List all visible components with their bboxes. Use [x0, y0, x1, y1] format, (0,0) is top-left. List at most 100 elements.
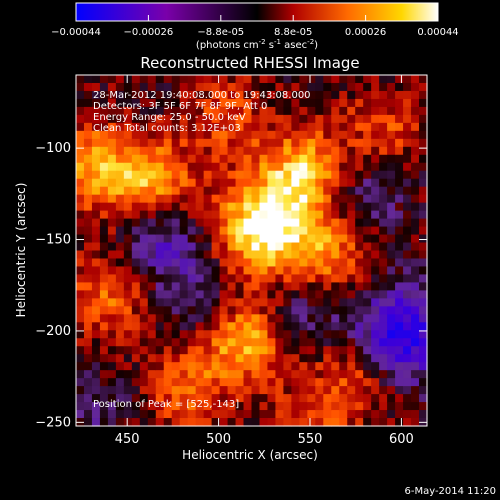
heatmap-cell — [259, 418, 269, 427]
heatmap-cell — [219, 354, 229, 363]
heatmap-cell — [251, 178, 261, 188]
heatmap-cell — [91, 218, 101, 228]
heatmap-cell — [211, 290, 221, 299]
heatmap-cell — [219, 162, 229, 172]
heatmap-cell — [251, 210, 261, 220]
heatmap-cell — [379, 378, 388, 387]
heatmap-cell — [147, 410, 157, 419]
heatmap-cell — [419, 170, 428, 180]
heatmap-cell — [163, 218, 173, 228]
heatmap-cell — [147, 218, 157, 228]
heatmap-cell — [107, 410, 117, 419]
heatmap-cell — [211, 314, 221, 323]
heatmap-cell — [267, 234, 277, 244]
heatmap-cell — [291, 218, 300, 228]
heatmap-cell — [355, 242, 364, 252]
heatmap-cell — [403, 394, 412, 403]
heatmap-cell — [76, 394, 85, 403]
heatmap-cell — [123, 378, 133, 387]
heatmap-cell — [99, 290, 109, 299]
heatmap-cell — [259, 202, 269, 212]
heatmap-cell — [115, 122, 125, 132]
heatmap-cell — [131, 210, 141, 220]
heatmap-cell — [387, 314, 396, 323]
heatmap-cell — [267, 338, 277, 347]
heatmap-cell — [187, 210, 197, 220]
heatmap-cell — [331, 306, 340, 315]
heatmap-cell — [179, 250, 189, 260]
heatmap-cell — [171, 386, 181, 395]
annotations: 28-Mar-2012 19:40:08.000 to 19:43:08.000… — [93, 90, 311, 410]
heatmap-cell — [171, 154, 181, 164]
heatmap-cell — [411, 354, 420, 363]
heatmap-cell — [171, 410, 181, 419]
heatmap-cell — [371, 146, 380, 156]
heatmap-cell — [203, 106, 213, 116]
heatmap-cell — [411, 75, 420, 84]
heatmap-cell — [187, 226, 197, 236]
heatmap-cell — [259, 178, 269, 188]
heatmap-cell — [83, 290, 93, 299]
heatmap-cell — [243, 178, 253, 188]
heatmap-cell — [331, 410, 340, 419]
heatmap-cell — [187, 338, 197, 347]
heatmap-cell — [387, 338, 396, 347]
heatmap-cell — [299, 75, 308, 84]
heatmap-cell — [235, 402, 245, 411]
heatmap-cell — [355, 378, 364, 387]
heatmap-cell — [251, 258, 261, 268]
heatmap-cell — [355, 202, 364, 212]
heatmap-cell — [235, 274, 245, 284]
heatmap-cell — [283, 210, 292, 220]
heatmap-cell — [99, 114, 109, 124]
heatmap-cell — [355, 282, 364, 291]
heatmap-cell — [99, 370, 109, 379]
heatmap-cell — [187, 82, 197, 92]
heatmap-cell — [123, 258, 133, 268]
heatmap-cell — [219, 130, 229, 140]
heatmap-cell — [211, 178, 221, 188]
heatmap-cell — [107, 378, 117, 387]
heatmap-cell — [203, 298, 213, 307]
heatmap-cell — [363, 194, 372, 204]
heatmap-cell — [147, 362, 157, 371]
heatmap-cell — [107, 106, 117, 116]
heatmap-cell — [243, 138, 253, 148]
heatmap-cell — [267, 258, 277, 268]
heatmap-cell — [331, 346, 340, 355]
heatmap-cell — [395, 210, 404, 220]
heatmap-cell — [139, 154, 149, 164]
heatmap-cell — [123, 266, 133, 276]
heatmap-cell — [403, 282, 412, 291]
heatmap-cell — [339, 186, 348, 196]
heatmap-cell — [203, 282, 213, 291]
heatmap-cell — [76, 234, 85, 244]
heatmap-cell — [379, 170, 388, 180]
heatmap-cell — [171, 130, 181, 140]
heatmap-cell — [235, 122, 245, 132]
heatmap-cell — [419, 394, 428, 403]
heatmap-cell — [76, 202, 85, 212]
heatmap-cell — [331, 378, 340, 387]
heatmap-cell — [147, 418, 157, 427]
heatmap-cell — [291, 75, 300, 84]
heatmap-cell — [291, 394, 300, 403]
heatmap-cell — [203, 82, 213, 92]
heatmap-cell — [347, 362, 356, 371]
heatmap-cell — [187, 106, 197, 116]
heatmap-cell — [235, 202, 245, 212]
heatmap-cell — [339, 202, 348, 212]
heatmap-cell — [187, 298, 197, 307]
heatmap-cell — [419, 234, 428, 244]
heatmap-cell — [107, 202, 117, 212]
heatmap-cell — [291, 266, 300, 276]
heatmap-cell — [179, 346, 189, 355]
heatmap-cell — [211, 162, 221, 172]
heatmap-cell — [123, 114, 133, 124]
heatmap-cell — [275, 394, 285, 403]
heatmap-cell — [395, 370, 404, 379]
heatmap-cell — [275, 402, 285, 411]
heatmap-cell — [99, 274, 109, 284]
heatmap-cell — [115, 138, 125, 148]
heatmap-cell — [211, 330, 221, 339]
